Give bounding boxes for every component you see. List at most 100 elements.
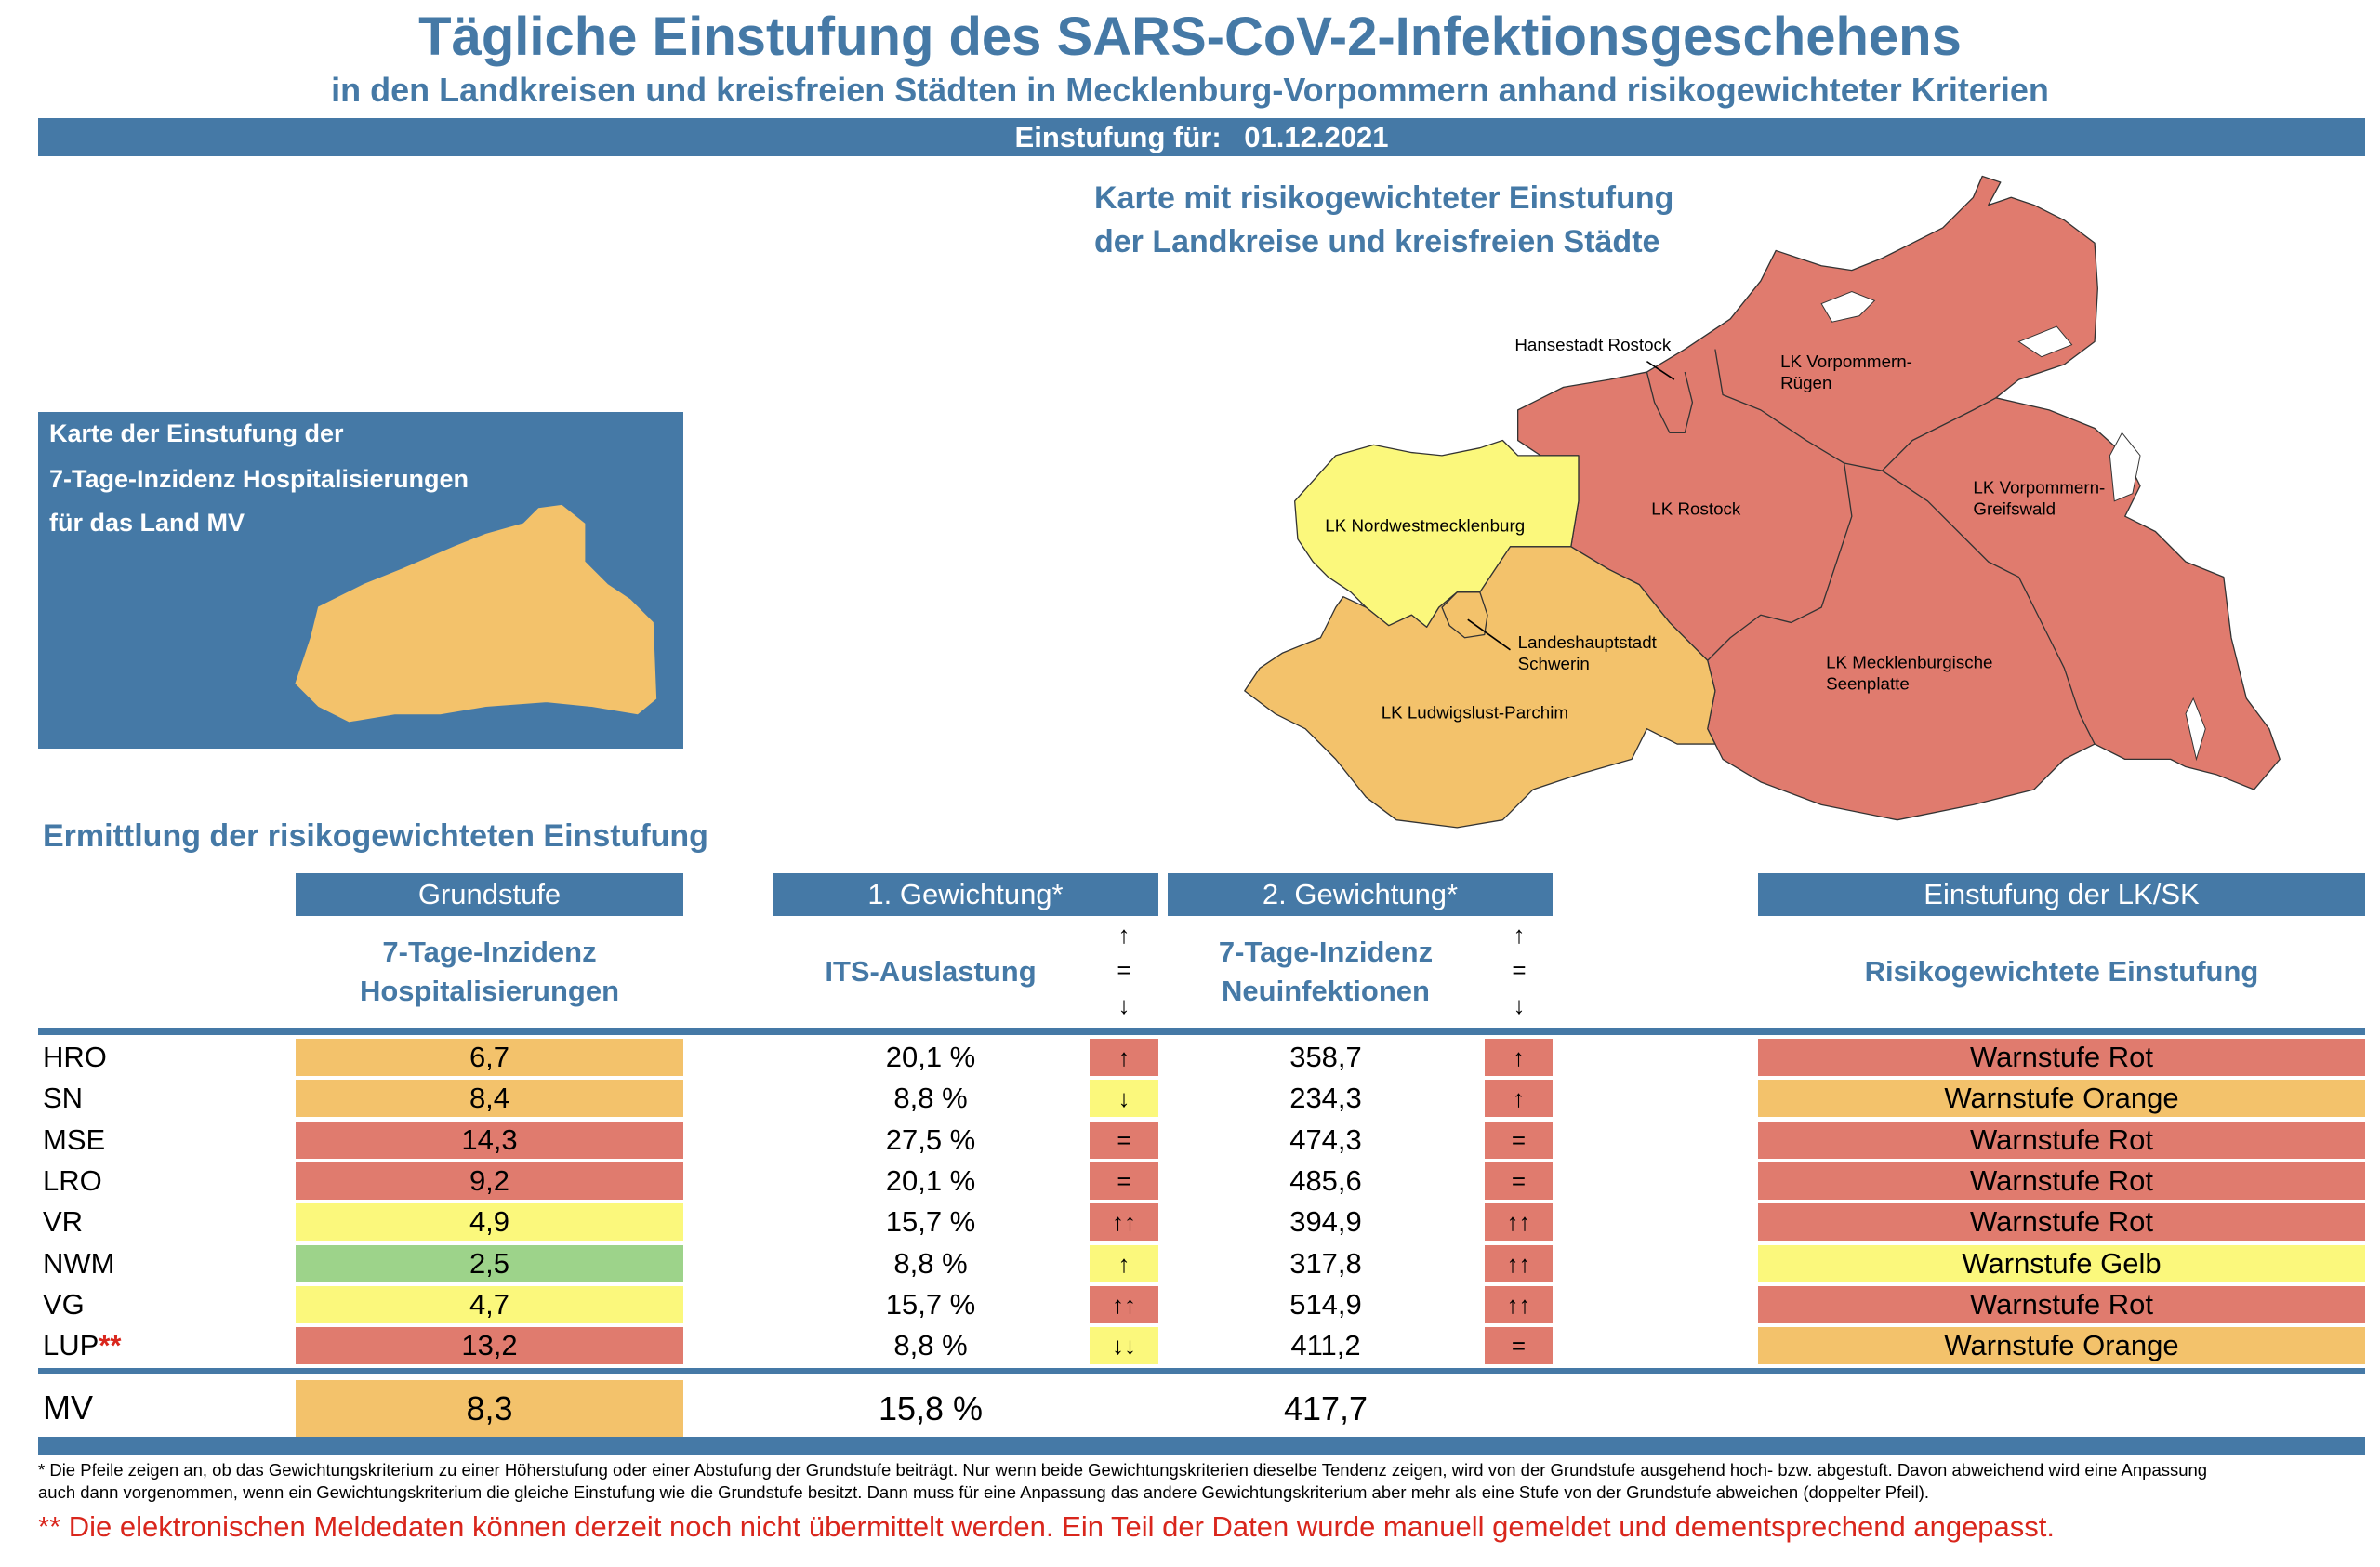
grundstufe-cell: 13,2 xyxy=(296,1327,683,1365)
subheader-neuinfektionen: 7-Tage-Inzidenz Neuinfektionen xyxy=(1168,933,1484,1011)
subheader-hospitalisierung: 7-Tage-Inzidenz Hospitalisierungen xyxy=(296,933,683,1011)
arrow-up-icon: ↑ xyxy=(1513,921,1526,949)
header-einstufung: Einstufung der LK/SK xyxy=(1758,873,2365,916)
total-neuinfektionen: 417,7 xyxy=(1283,1389,1368,1428)
its-cell: 15,7 % xyxy=(885,1205,976,1239)
mv-state-map xyxy=(295,504,657,723)
map-title-line-2: der Landkreise und kreisfreien Städte xyxy=(1094,224,1660,259)
region-code: LUP** xyxy=(43,1327,121,1364)
panel-title-line-3: für das Land MV xyxy=(49,509,245,537)
grundstufe-cell: 6,7 xyxy=(296,1039,683,1076)
label-vr-line2: Rügen xyxy=(1780,373,1831,392)
einstufung-cell: Warnstufe Rot xyxy=(1758,1162,2365,1200)
einstufung-cell: Warnstufe Rot xyxy=(1758,1285,2365,1323)
panel-title-line-1: Karte der Einstufung der xyxy=(49,419,344,447)
region-code: SN xyxy=(43,1080,83,1117)
its-trend-icon: ↑↑ xyxy=(1090,1203,1158,1242)
its-cell: 20,1 % xyxy=(885,1163,976,1197)
region-code-text: LUP xyxy=(43,1329,99,1362)
its-trend-icon: = xyxy=(1090,1162,1158,1200)
neu-trend-icon: = xyxy=(1485,1327,1553,1365)
equal-icon: = xyxy=(1512,956,1527,984)
grundstufe-cell: 4,7 xyxy=(296,1285,683,1323)
neu-trend-icon: ↑↑ xyxy=(1485,1203,1553,1242)
footnote-line-2: auch dann vorgenommen, wenn ein Gewichtu… xyxy=(38,1482,1930,1502)
header-gewichtung-2: 2. Gewichtung* xyxy=(1168,873,1553,916)
schwerin-leader-line xyxy=(1467,618,1511,651)
label-vr-line1: LK Vorpommern- xyxy=(1780,352,1912,371)
neuinfektionen-cell: 514,9 xyxy=(1289,1287,1362,1321)
arrow-legend-2: ↑ = ↓ xyxy=(1485,917,1554,1023)
neu-trend-icon: ↑↑ xyxy=(1485,1285,1553,1323)
date-label: Einstufung für: xyxy=(1014,121,1222,153)
subheader-line: 7-Tage-Inzidenz xyxy=(1218,936,1434,968)
einstufung-cell: Warnstufe Rot xyxy=(1758,1121,2365,1159)
label-sn-line2: Schwerin xyxy=(1518,654,1590,673)
arrow-legend-1: ↑ = ↓ xyxy=(1090,917,1158,1023)
label-mse-line1: LK Mecklenburgische xyxy=(1826,652,1992,671)
region-code: VG xyxy=(43,1286,85,1323)
subheader-line: Neuinfektionen xyxy=(1222,975,1430,1007)
its-cell: 27,5 % xyxy=(885,1122,976,1156)
lagoon-water xyxy=(1820,290,1876,323)
neu-trend-icon: = xyxy=(1485,1162,1553,1200)
its-cell: 8,8 % xyxy=(893,1082,968,1115)
arrow-down-icon: ↓ xyxy=(1117,991,1130,1019)
divider xyxy=(38,1437,2365,1455)
region-code-text: VR xyxy=(43,1205,84,1239)
header-grundstufe: Grundstufe xyxy=(296,873,683,916)
grundstufe-cell: 8,4 xyxy=(296,1080,683,1118)
region-code: LRO xyxy=(43,1162,102,1200)
neu-trend-icon: ↑ xyxy=(1485,1080,1553,1118)
label-lup: LK Ludwigslust-Parchim xyxy=(1382,702,1568,722)
einstufung-cell: Warnstufe Gelb xyxy=(1758,1244,2365,1282)
its-cell: 15,7 % xyxy=(885,1287,976,1321)
grundstufe-cell: 4,9 xyxy=(296,1203,683,1242)
total-grundstufe: 8,3 xyxy=(296,1380,683,1437)
its-trend-icon: ↑↑ xyxy=(1090,1285,1158,1323)
subheader-its: ITS-Auslastung xyxy=(825,955,1037,988)
label-mse-line2: Seenplatte xyxy=(1826,673,1910,693)
region-code-text: SN xyxy=(43,1082,84,1115)
region-code-text: NWM xyxy=(43,1246,115,1280)
label-vg-line2: Greifswald xyxy=(1973,499,2056,519)
grundstufe-cell: 2,5 xyxy=(296,1244,683,1282)
neuinfektionen-cell: 474,3 xyxy=(1289,1122,1362,1156)
grundstufe-cell: 14,3 xyxy=(296,1121,683,1159)
its-trend-icon: ↑ xyxy=(1090,1244,1158,1282)
region-code-text: VG xyxy=(43,1287,85,1321)
region-code-text: MSE xyxy=(43,1122,106,1156)
region-code: VR xyxy=(43,1203,83,1241)
einstufung-cell: Warnstufe Orange xyxy=(1758,1327,2365,1365)
its-cell: 8,8 % xyxy=(893,1329,968,1362)
subheader-risk: Risikogewichtete Einstufung xyxy=(1864,955,2259,988)
region-code-text: LRO xyxy=(43,1163,102,1197)
grundstufe-cell: 9,2 xyxy=(296,1162,683,1200)
region-code-text: HRO xyxy=(43,1041,107,1073)
label-nwm: LK Nordwestmecklenburg xyxy=(1325,515,1525,535)
page-subtitle: in den Landkreisen und kreisfreien Städt… xyxy=(331,71,2049,109)
panel-title-line-2: 7-Tage-Inzidenz Hospitalisierungen xyxy=(49,465,469,493)
footnote-red: ** Die elektronischen Meldedaten können … xyxy=(38,1510,2056,1543)
einstufung-cell: Warnstufe Rot xyxy=(1758,1203,2365,1242)
region-code: HRO xyxy=(43,1039,107,1076)
footnote-line-1: * Die Pfeile zeigen an, ob das Gewichtun… xyxy=(38,1460,2208,1480)
its-trend-icon: ↑ xyxy=(1090,1039,1158,1076)
neu-trend-icon: = xyxy=(1485,1121,1553,1159)
divider xyxy=(38,1368,2365,1374)
section-title: Ermittlung der risikogewichteten Einstuf… xyxy=(43,818,708,854)
neuinfektionen-cell: 358,7 xyxy=(1289,1041,1362,1073)
data-note-marker: ** xyxy=(99,1329,122,1362)
its-trend-icon: = xyxy=(1090,1121,1158,1159)
lagoon-water xyxy=(2185,697,2206,762)
region-code: NWM xyxy=(43,1245,114,1282)
neu-trend-icon: ↑↑ xyxy=(1485,1244,1553,1282)
einstufung-cell: Warnstufe Rot xyxy=(1758,1039,2365,1076)
date-value: 01.12.2021 xyxy=(1244,121,1389,153)
arrow-down-icon: ↓ xyxy=(1513,991,1526,1019)
page-title: Tägliche Einstufung des SARS-CoV-2-Infek… xyxy=(418,7,1962,67)
hro-leader-line xyxy=(1646,360,1675,380)
subheader-line: 7-Tage-Inzidenz xyxy=(382,936,597,968)
its-trend-icon: ↓ xyxy=(1090,1080,1158,1118)
